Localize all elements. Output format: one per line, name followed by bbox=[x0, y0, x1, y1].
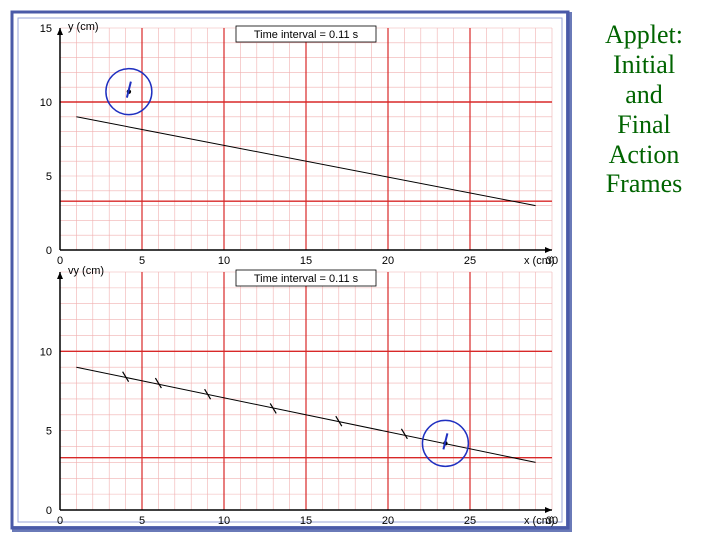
svg-text:y (cm): y (cm) bbox=[68, 21, 99, 33]
svg-text:0: 0 bbox=[57, 515, 63, 527]
svg-text:0: 0 bbox=[57, 255, 63, 267]
svg-text:5: 5 bbox=[139, 255, 145, 267]
caption-line: Initial bbox=[570, 50, 718, 80]
svg-text:0: 0 bbox=[46, 245, 52, 257]
svg-text:vy (cm): vy (cm) bbox=[68, 265, 104, 277]
svg-text:5: 5 bbox=[139, 515, 145, 527]
caption: Applet:InitialandFinalActionFrames bbox=[570, 20, 718, 199]
applet-svg: 051015202530051015y (cm)x (cm)Time inter… bbox=[10, 10, 570, 530]
svg-text:x (cm): x (cm) bbox=[524, 255, 555, 267]
svg-text:15: 15 bbox=[40, 23, 52, 35]
caption-line: Applet: bbox=[570, 20, 718, 50]
caption-line: Frames bbox=[570, 169, 718, 199]
caption-line: and bbox=[570, 80, 718, 110]
svg-text:20: 20 bbox=[382, 255, 394, 267]
svg-text:15: 15 bbox=[300, 255, 312, 267]
svg-text:10: 10 bbox=[218, 515, 230, 527]
svg-text:Time interval = 0.11 s: Time interval = 0.11 s bbox=[254, 273, 359, 285]
svg-text:10: 10 bbox=[40, 97, 52, 109]
caption-line: Final bbox=[570, 110, 718, 140]
svg-text:10: 10 bbox=[218, 255, 230, 267]
svg-text:15: 15 bbox=[300, 515, 312, 527]
svg-text:25: 25 bbox=[464, 255, 476, 267]
svg-text:10: 10 bbox=[40, 346, 52, 358]
svg-text:5: 5 bbox=[46, 426, 52, 438]
svg-text:x (cm): x (cm) bbox=[524, 515, 555, 527]
svg-text:5: 5 bbox=[46, 171, 52, 183]
svg-text:20: 20 bbox=[382, 515, 394, 527]
caption-line: Action bbox=[570, 140, 718, 170]
svg-text:Time interval = 0.11 s: Time interval = 0.11 s bbox=[254, 29, 359, 41]
svg-text:0: 0 bbox=[46, 505, 52, 517]
svg-text:25: 25 bbox=[464, 515, 476, 527]
applet-frame: 051015202530051015y (cm)x (cm)Time inter… bbox=[6, 6, 566, 526]
